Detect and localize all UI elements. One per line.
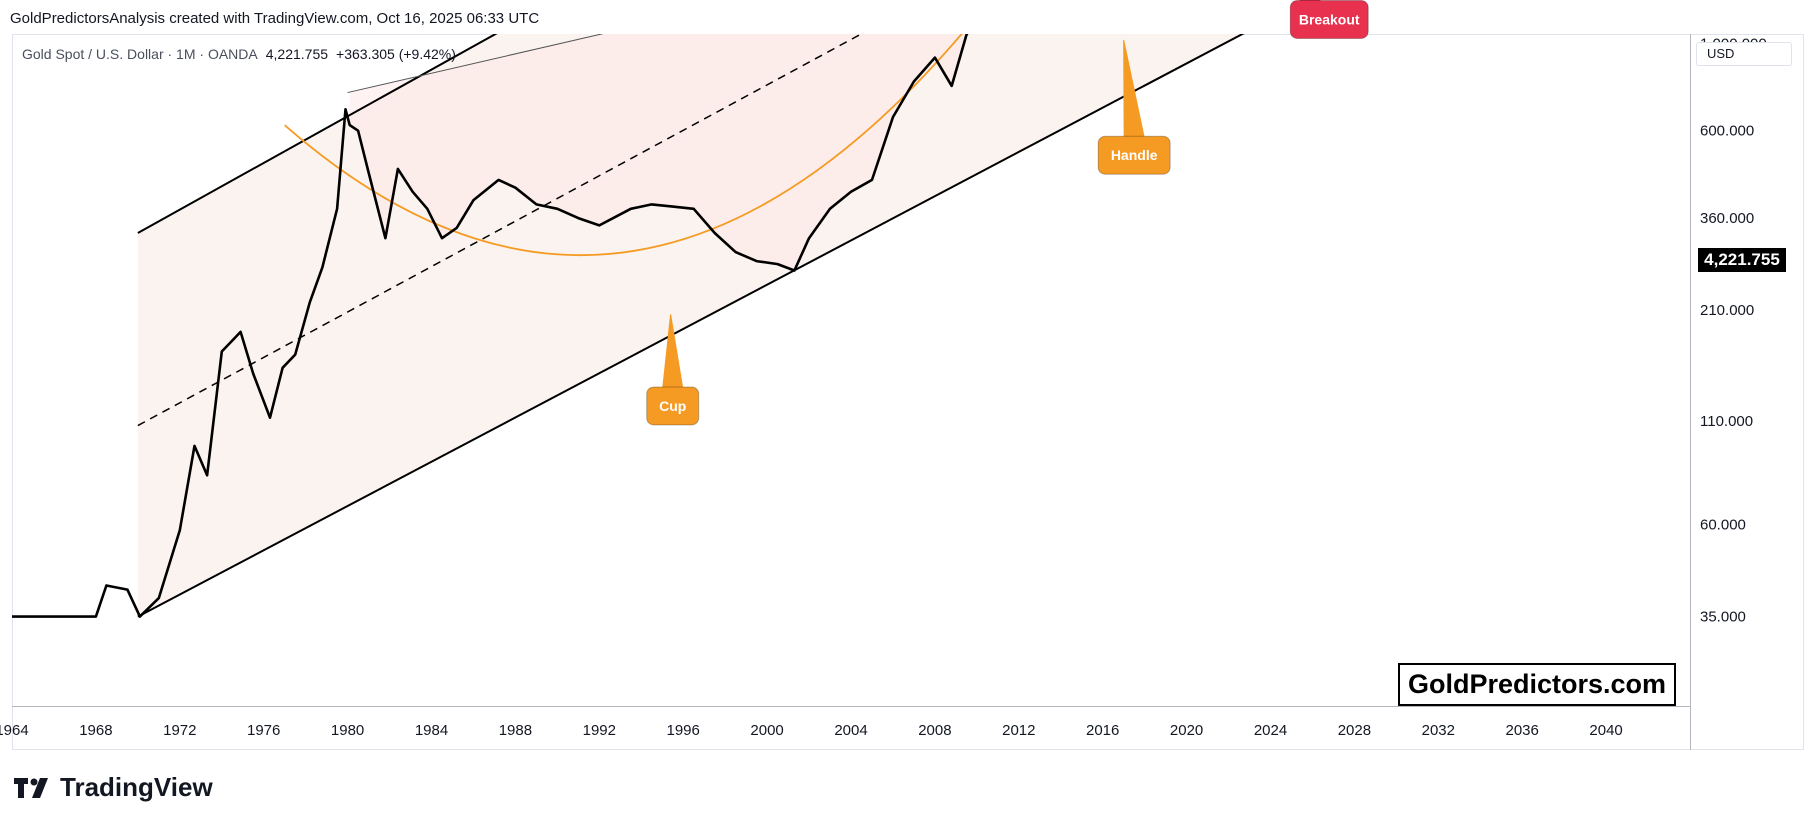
mid-channel-line	[137, 34, 863, 427]
upper-channel-line	[137, 34, 498, 234]
chart-attribution: GoldPredictorsAnalysis created with Trad…	[10, 10, 540, 27]
y-tick-label: 360.000	[1700, 210, 1754, 227]
breakout-callout: Breakout	[1289, 0, 1369, 39]
currency-selector[interactable]: USD	[1696, 42, 1792, 66]
x-tick-label: 1972	[163, 722, 196, 739]
cup-callout: Cup	[646, 314, 700, 426]
last-price-label: 4,221.755	[1698, 248, 1786, 272]
tradingview-wordmark: TradingView	[60, 772, 213, 802]
cup-arc	[284, 34, 963, 256]
x-tick-label: 2028	[1338, 722, 1371, 739]
y-tick-label: 600.000	[1700, 123, 1754, 140]
x-tick-label: 2004	[834, 722, 867, 739]
breakout-callout-box	[1289, 0, 1369, 39]
x-tick-label: 1964	[0, 722, 29, 739]
legend-last-price: 4,221.755	[265, 46, 329, 62]
x-tick-label: 2008	[918, 722, 951, 739]
x-tick-label: 2040	[1589, 722, 1622, 739]
tradingview-logo-icon	[14, 777, 48, 798]
cup-callout-box	[646, 386, 700, 426]
x-tick-label: 1996	[667, 722, 700, 739]
x-tick-label: 1980	[331, 722, 364, 739]
y-tick-label: 60.000	[1700, 516, 1746, 533]
x-tick-label: 2012	[1002, 722, 1035, 739]
x-tick-label: 2016	[1086, 722, 1119, 739]
x-tick-label: 2020	[1170, 722, 1203, 739]
y-tick-label: 210.000	[1700, 302, 1754, 319]
x-tick-label: 1992	[583, 722, 616, 739]
cup-callout-text: Cup	[659, 398, 686, 414]
x-tick-label: 2024	[1254, 722, 1287, 739]
price-line	[12, 34, 969, 618]
x-tick-label: 1984	[415, 722, 448, 739]
y-tick-label: 35.000	[1700, 609, 1746, 626]
x-tick-label: 2032	[1422, 722, 1455, 739]
cup-fill	[349, 34, 967, 271]
x-tick-label: 2036	[1506, 722, 1539, 739]
handle-arc	[1019, 0, 1287, 23]
watermark: GoldPredictors.com	[1398, 663, 1677, 706]
handle-callout-text: Handle	[1111, 147, 1158, 163]
handle-callout-box	[1097, 135, 1171, 175]
breakout-callout-text: Breakout	[1299, 11, 1360, 27]
chart-legend: Gold Spot / U.S. Dollar · 1M · OANDA 4,2…	[22, 46, 456, 62]
legend-change: +363.305 (+9.42%)	[336, 46, 456, 62]
price-axis-divider	[1690, 34, 1691, 750]
time-axis-divider	[12, 706, 1690, 707]
lower-channel-line	[137, 34, 1245, 618]
legend-symbol: Gold Spot / U.S. Dollar · 1M · OANDA	[22, 46, 258, 62]
y-tick-label: 110.000	[1700, 413, 1753, 430]
cup-rim-line	[347, 34, 604, 94]
x-tick-label: 1976	[247, 722, 280, 739]
x-tick-label: 1968	[79, 722, 112, 739]
tradingview-logo[interactable]: TradingView	[14, 772, 213, 803]
x-tick-label: 2000	[750, 722, 783, 739]
x-tick-label: 1988	[499, 722, 532, 739]
handle-callout: Handle	[1097, 39, 1171, 175]
